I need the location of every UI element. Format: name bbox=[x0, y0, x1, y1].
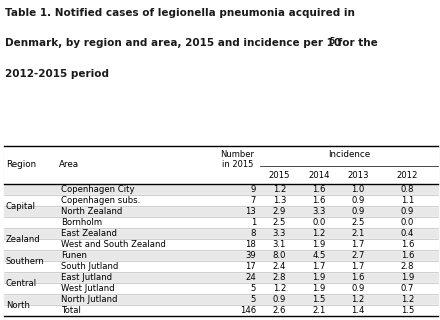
Text: 2015: 2015 bbox=[269, 171, 290, 180]
Text: Number: Number bbox=[220, 150, 255, 159]
Text: 9: 9 bbox=[251, 185, 256, 194]
Text: 2013: 2013 bbox=[348, 171, 369, 180]
Bar bbox=[4, 305, 438, 316]
Text: Capital: Capital bbox=[6, 202, 36, 211]
Text: 7: 7 bbox=[251, 196, 256, 205]
Text: 24: 24 bbox=[246, 273, 256, 282]
Text: 18: 18 bbox=[245, 240, 256, 249]
Text: 2.8: 2.8 bbox=[273, 273, 286, 282]
Text: 1.4: 1.4 bbox=[352, 306, 365, 315]
Text: East Jutland: East Jutland bbox=[61, 273, 112, 282]
Text: West Jutland: West Jutland bbox=[61, 284, 114, 293]
Text: Southern: Southern bbox=[6, 257, 44, 266]
Text: Copenhagen subs.: Copenhagen subs. bbox=[61, 196, 140, 205]
Text: 5: 5 bbox=[251, 284, 256, 293]
Text: 13: 13 bbox=[246, 207, 256, 216]
Text: 2.5: 2.5 bbox=[352, 218, 365, 227]
Text: 5: 5 bbox=[329, 37, 334, 46]
Text: 2.8: 2.8 bbox=[401, 262, 414, 271]
Text: West and South Zealand: West and South Zealand bbox=[61, 240, 165, 249]
Text: 2012: 2012 bbox=[397, 171, 418, 180]
Text: Bornholm: Bornholm bbox=[61, 218, 102, 227]
Text: 2.5: 2.5 bbox=[273, 218, 286, 227]
Text: in 2015: in 2015 bbox=[222, 160, 253, 169]
Text: East Zealand: East Zealand bbox=[61, 229, 117, 238]
Text: 1.7: 1.7 bbox=[312, 262, 326, 271]
Text: 146: 146 bbox=[240, 306, 256, 315]
Text: 1.1: 1.1 bbox=[401, 196, 414, 205]
Text: Total: Total bbox=[61, 306, 81, 315]
Text: 8.0: 8.0 bbox=[273, 251, 286, 260]
Text: 1.2: 1.2 bbox=[273, 185, 286, 194]
Text: 2.1: 2.1 bbox=[352, 229, 365, 238]
Text: 0.9: 0.9 bbox=[273, 295, 286, 304]
Text: 3.3: 3.3 bbox=[312, 207, 326, 216]
Text: 3.3: 3.3 bbox=[273, 229, 286, 238]
Text: 2.9: 2.9 bbox=[273, 207, 286, 216]
Text: 0.0: 0.0 bbox=[312, 218, 326, 227]
Text: 1.9: 1.9 bbox=[401, 273, 414, 282]
Text: Copenhagen City: Copenhagen City bbox=[61, 185, 134, 194]
Text: South Jutland: South Jutland bbox=[61, 262, 118, 271]
Text: for the: for the bbox=[334, 38, 378, 48]
Text: 1.9: 1.9 bbox=[312, 240, 326, 249]
Text: 1.6: 1.6 bbox=[352, 273, 365, 282]
Text: 0.8: 0.8 bbox=[401, 185, 414, 194]
Text: 2.4: 2.4 bbox=[273, 262, 286, 271]
Text: North Jutland: North Jutland bbox=[61, 295, 117, 304]
Text: 1.2: 1.2 bbox=[273, 284, 286, 293]
Text: 5: 5 bbox=[251, 295, 256, 304]
Text: 1.5: 1.5 bbox=[312, 295, 326, 304]
Text: 1.0: 1.0 bbox=[352, 185, 365, 194]
Text: 2.6: 2.6 bbox=[273, 306, 286, 315]
Text: 39: 39 bbox=[246, 251, 256, 260]
Text: Funen: Funen bbox=[61, 251, 87, 260]
Text: 2.7: 2.7 bbox=[352, 251, 365, 260]
Text: Table 1. Notified cases of legionella pneumonia acquired in: Table 1. Notified cases of legionella pn… bbox=[5, 8, 355, 18]
Text: 1.9: 1.9 bbox=[312, 273, 326, 282]
Text: 1.2: 1.2 bbox=[312, 229, 326, 238]
Text: 0.9: 0.9 bbox=[401, 207, 414, 216]
Text: 0.0: 0.0 bbox=[401, 218, 414, 227]
Text: 2012-2015 period: 2012-2015 period bbox=[5, 69, 109, 79]
Text: 2014: 2014 bbox=[308, 171, 330, 180]
Text: 1.7: 1.7 bbox=[352, 240, 365, 249]
Text: Zealand: Zealand bbox=[6, 235, 40, 244]
Text: 1.5: 1.5 bbox=[401, 306, 414, 315]
Bar bbox=[4, 217, 438, 228]
Text: 1: 1 bbox=[251, 218, 256, 227]
Text: Central: Central bbox=[6, 279, 37, 288]
Text: North: North bbox=[6, 301, 29, 310]
Bar bbox=[4, 239, 438, 250]
Text: 17: 17 bbox=[246, 262, 256, 271]
Bar bbox=[4, 146, 438, 316]
Text: 4.5: 4.5 bbox=[312, 251, 326, 260]
Bar bbox=[4, 283, 438, 294]
Text: 0.7: 0.7 bbox=[401, 284, 414, 293]
Text: 1.2: 1.2 bbox=[352, 295, 365, 304]
Text: 1.6: 1.6 bbox=[401, 251, 414, 260]
Bar bbox=[4, 146, 438, 184]
Text: 8: 8 bbox=[251, 229, 256, 238]
Text: 3.1: 3.1 bbox=[273, 240, 286, 249]
Text: 1.9: 1.9 bbox=[312, 284, 326, 293]
Text: 1.6: 1.6 bbox=[401, 240, 414, 249]
Text: 0.9: 0.9 bbox=[352, 207, 365, 216]
Text: 1.2: 1.2 bbox=[401, 295, 414, 304]
Text: North Zealand: North Zealand bbox=[61, 207, 122, 216]
Text: 0.9: 0.9 bbox=[352, 196, 365, 205]
Text: Region: Region bbox=[6, 160, 36, 169]
Bar bbox=[4, 195, 438, 206]
Bar bbox=[4, 261, 438, 272]
Text: 1.6: 1.6 bbox=[312, 196, 326, 205]
Text: 0.9: 0.9 bbox=[352, 284, 365, 293]
Text: 1.6: 1.6 bbox=[312, 185, 326, 194]
Text: Incidence: Incidence bbox=[328, 150, 370, 159]
Text: Denmark, by region and area, 2015 and incidence per 10: Denmark, by region and area, 2015 and in… bbox=[5, 38, 341, 48]
Text: 0.4: 0.4 bbox=[401, 229, 414, 238]
Text: Area: Area bbox=[59, 160, 80, 169]
Text: 2.1: 2.1 bbox=[312, 306, 326, 315]
Text: 1.7: 1.7 bbox=[352, 262, 365, 271]
Text: 1.3: 1.3 bbox=[273, 196, 286, 205]
